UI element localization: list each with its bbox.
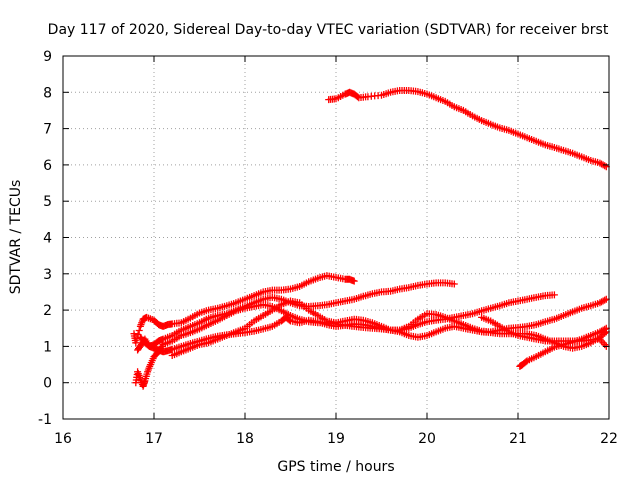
y-tick-label: 2 [43,303,52,319]
x-tick-label: 20 [418,431,436,447]
series-track-d [136,313,610,356]
data-point-marker [135,327,143,334]
y-tick-label: -1 [38,412,52,428]
y-tick-label: 8 [43,85,52,101]
y-axis-title: SDTVAR / TECUs [8,180,24,295]
data-point-marker [450,280,458,288]
x-tick-label: 19 [327,431,345,447]
x-tick-label: 21 [509,431,527,447]
grid [63,56,609,419]
chart-title: Day 117 of 2020, Sidereal Day-to-day VTE… [48,22,609,38]
y-tick-label: 7 [43,122,52,138]
y-tick-label: 4 [43,231,52,247]
x-axis-title: GPS time / hours [277,459,394,475]
series-track-e [168,295,610,359]
series-track-a [130,272,358,347]
y-tick-label: 0 [43,376,52,392]
x-tick-label: 22 [600,431,618,447]
data-point-marker [350,277,358,285]
y-tick-label: 6 [43,158,52,174]
y-tick-label: 3 [43,267,52,283]
x-tick-label: 18 [236,431,254,447]
x-tick-label: 17 [145,431,163,447]
data-point-marker [285,316,293,324]
series-track-f [516,324,610,370]
data-point-marker [601,296,609,304]
y-tick-label: 1 [43,339,52,355]
data-point-marker [601,162,609,170]
axis-ticks: 16 17 18 19 20 21 22 -1 0 1 2 3 4 5 6 7 8 9 [38,49,618,447]
plot-area [130,87,610,390]
data-point-marker [601,325,609,333]
data-point-marker [550,291,558,299]
x-tick-label: 16 [54,431,72,447]
y-tick-label: 9 [43,49,52,65]
data-point-marker [132,339,140,347]
series-track-high [325,87,610,171]
y-tick-label: 5 [43,194,52,210]
